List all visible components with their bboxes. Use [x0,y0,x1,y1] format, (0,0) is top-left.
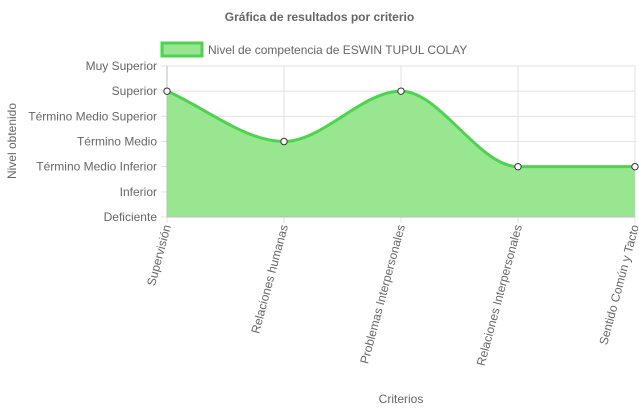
x-axis-title: Criterios [379,392,424,406]
y-tick-label: Deficiente [104,210,158,224]
y-tick-label: Inferior [120,185,157,199]
data-point [280,137,288,146]
chart-title: Gráfica de resultados por criterio [225,10,414,24]
data-point [514,162,522,171]
data-points [163,87,639,171]
y-tick-label: Término Medio [77,135,157,149]
series-area-fill [167,91,635,217]
data-point [631,162,639,171]
legend-label: Nivel de competencia de ESWIN TUPUL COLA… [208,43,467,57]
series-area [166,89,635,217]
y-tick-label: Término Medio Superior [28,109,157,123]
x-tick-label: Supervisión [144,223,174,287]
x-tick-label: Relaciones Interpersonales [474,223,525,367]
legend-swatch [160,41,204,58]
x-tick-label: Sentido Común y Tacto [596,223,639,347]
x-tick-label: Problemas Interpersonales [357,223,408,365]
y-tick-label: Muy Superior [86,59,157,73]
data-point [397,87,405,95]
y-axis-title: Nivel obtenido [5,103,19,179]
data-point [163,87,171,95]
y-tick-label: Superior [112,84,157,98]
x-tick-label: Relaciones humanas [248,223,291,335]
y-tick-label: Término Medio Inferior [36,160,157,174]
